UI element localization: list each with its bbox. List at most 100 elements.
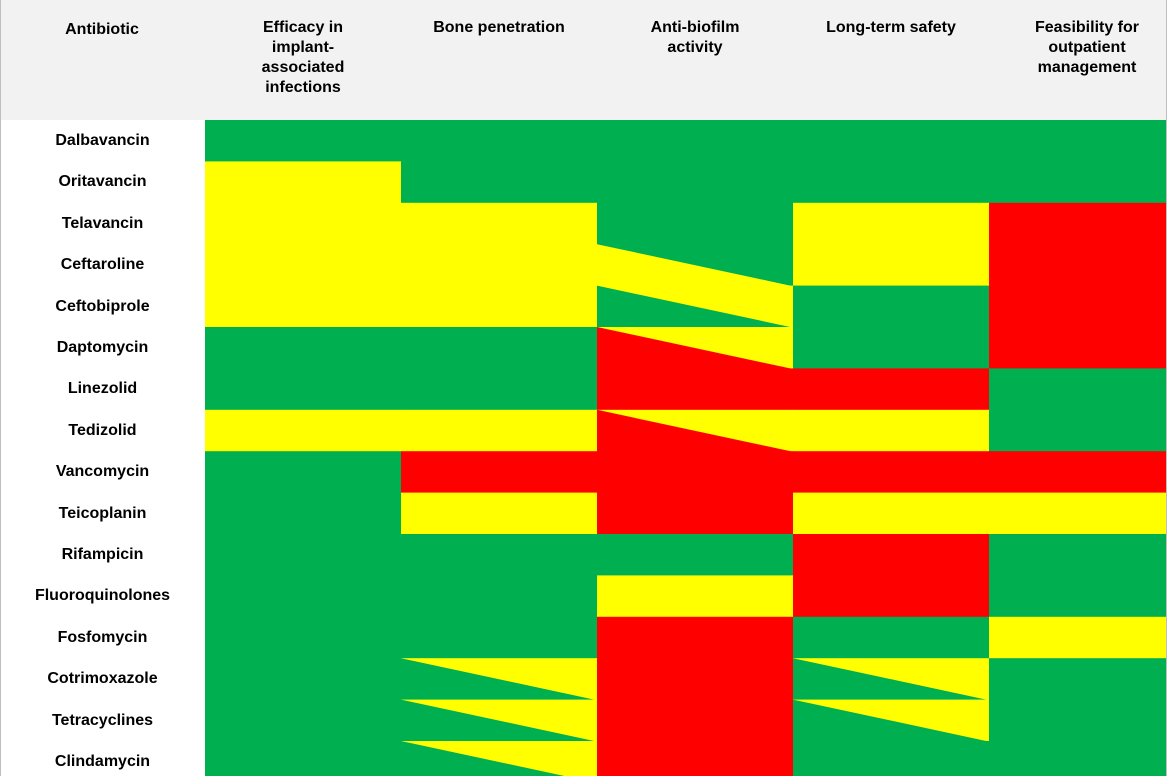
row-label-rifampicin: Rifampicin (61, 546, 144, 563)
column-header-1-line-4: infections (265, 79, 341, 96)
row-label-cotrimoxazole: Cotrimoxazole (47, 670, 158, 688)
cell-dalbavancin-col1 (205, 120, 402, 162)
cell-oritavancin-col3 (597, 161, 794, 204)
column-header-1-line-2: implant- (271, 39, 335, 56)
cell-fluoroquinolones-col3 (597, 575, 794, 618)
cell-telavancin-col3 (597, 202, 794, 245)
column-header-1: Efficacy in implant-associated infections (205, 18, 401, 98)
row-label-teicoplanin: Teicoplanin (58, 504, 147, 522)
cell-daptomycin-col2 (401, 327, 598, 369)
column-header-5: Feasibility for outpatient management (989, 18, 1167, 78)
cell-dalbavancin-col3 (597, 120, 794, 162)
row-label-ceftaroline: Ceftaroline (60, 256, 145, 274)
cell-linezolid-col4 (793, 368, 990, 411)
column-header-5-line-2: outpatient (1048, 39, 1126, 56)
row-label-fosfomycin: Fosfomycin (57, 628, 148, 646)
cell-rifampicin-col5 (989, 534, 1167, 576)
cell-fluoroquinolones-col1 (205, 575, 402, 618)
cell-daptomycin-col4 (793, 327, 990, 369)
cell-oritavancin-col2 (401, 161, 598, 204)
cell-ceftaroline-col2 (401, 244, 598, 287)
cell-split-cotrimoxazole-col2 (401, 658, 597, 701)
cell-fosfomycin-col1 (205, 616, 402, 659)
cell-fosfomycin-col4 (793, 616, 990, 659)
row-label-fluoroquinolones: Fluoroquinolones (34, 587, 171, 605)
cell-fosfomycin-col5 (989, 616, 1167, 659)
cell-split-ceftaroline-col3 (597, 244, 793, 287)
cell-daptomycin-col5 (989, 327, 1167, 369)
cell-telavancin-col4 (793, 202, 990, 245)
column-header-1-line-3: associated (261, 59, 345, 76)
cell-clindamycin-col5 (989, 741, 1167, 776)
column-header-1-line-1: Efficacy in (262, 19, 344, 36)
cell-cotrimoxazole-col3 (597, 658, 794, 701)
row-label-oritavancin: Oritavancin (58, 173, 147, 191)
cell-daptomycin-col1 (205, 327, 402, 369)
column-header-5-line-3: management (1037, 59, 1137, 76)
row-label-tedizolid: Tedizolid (68, 421, 137, 439)
row-label-dalbavancin: Dalbavancin (55, 132, 150, 149)
row-label-clindamycin: Clindamycin (54, 753, 151, 770)
cell-linezolid-col1 (205, 368, 402, 411)
cell-ceftobiprole-col4 (793, 285, 990, 328)
cell-vancomycin-col5 (989, 451, 1167, 494)
cell-tetracyclines-col1 (205, 699, 402, 742)
cell-tedizolid-col4 (793, 409, 990, 452)
cell-linezolid-col2 (401, 368, 598, 411)
cell-oritavancin-col4 (793, 161, 990, 204)
cell-ceftaroline-col4 (793, 244, 990, 287)
header-antibiotic: Antibiotic (65, 21, 139, 38)
cell-fosfomycin-col2 (401, 616, 598, 659)
cell-rifampicin-col1 (205, 534, 402, 576)
row-label-daptomycin: Daptomycin (56, 339, 149, 356)
row-label-vancomycin: Vancomycin (55, 463, 150, 481)
cell-ceftobiprole-col5 (989, 285, 1167, 328)
cell-vancomycin-col4 (793, 451, 990, 494)
column-header-4-line-1: Long-term safety (826, 19, 956, 36)
cell-split-daptomycin-col3 (597, 327, 793, 369)
header-background (0, 0, 1167, 120)
cell-telavancin-col5 (989, 202, 1167, 245)
cell-oritavancin-col5 (989, 161, 1167, 204)
cell-split-tetracyclines-col2 (401, 699, 597, 742)
cell-clindamycin-col4 (793, 741, 990, 776)
left-border (0, 0, 1, 776)
cell-tedizolid-col5 (989, 409, 1167, 452)
column-header-3: Anti-biofilm activity (597, 18, 793, 58)
column-header-5-line-1: Feasibility for (1034, 19, 1140, 36)
cell-teicoplanin-col1 (205, 492, 402, 535)
cell-vancomycin-col3 (597, 451, 794, 494)
cell-clindamycin-col1 (205, 741, 402, 776)
cell-oritavancin-col1 (205, 161, 402, 204)
cell-telavancin-col2 (401, 202, 598, 245)
cell-rifampicin-col4 (793, 534, 990, 576)
cell-vancomycin-col1 (205, 451, 402, 494)
cell-cotrimoxazole-col5 (989, 658, 1167, 701)
row-label-ceftobiprole: Ceftobiprole (55, 297, 150, 315)
cell-tedizolid-col2 (401, 409, 598, 452)
cell-ceftobiprole-col2 (401, 285, 598, 328)
cell-fluoroquinolones-col4 (793, 575, 990, 618)
cell-telavancin-col1 (205, 202, 402, 245)
cell-linezolid-col5 (989, 368, 1167, 411)
cell-teicoplanin-col4 (793, 492, 990, 535)
cell-clindamycin-col3 (597, 741, 794, 776)
column-header-2: Bone penetration (401, 18, 597, 38)
cell-linezolid-col3 (597, 368, 794, 411)
cell-ceftobiprole-col1 (205, 285, 402, 328)
cell-fluoroquinolones-col2 (401, 575, 598, 618)
cell-cotrimoxazole-col1 (205, 658, 402, 701)
cell-split-ceftobiprole-col3 (597, 285, 793, 328)
cell-rifampicin-col2 (401, 534, 598, 576)
cell-dalbavancin-col4 (793, 120, 990, 162)
row-label-telavancin: Telavancin (61, 214, 144, 232)
column-header-2-line-1: Bone penetration (433, 19, 565, 36)
cell-tetracyclines-col3 (597, 699, 794, 742)
column-header-4: Long-term safety (793, 18, 989, 38)
row-label-linezolid: Linezolid (67, 380, 138, 398)
cell-dalbavancin-col2 (401, 120, 598, 162)
cell-split-cotrimoxazole-col4 (793, 658, 989, 701)
cell-tetracyclines-col5 (989, 699, 1167, 742)
cell-teicoplanin-col2 (401, 492, 598, 535)
